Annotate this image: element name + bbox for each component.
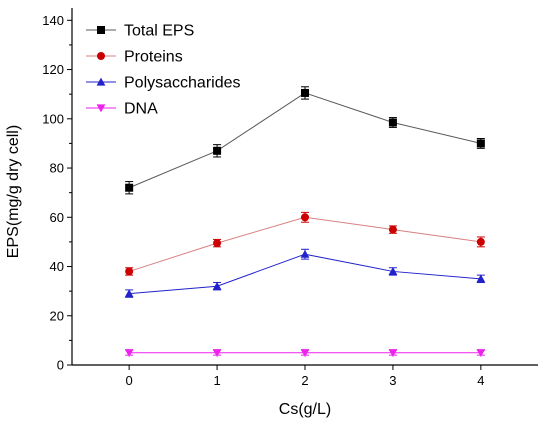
- y-tick-label: 120: [42, 62, 64, 77]
- data-point: [213, 239, 221, 247]
- legend-label: Proteins: [124, 49, 183, 66]
- data-point: [477, 238, 485, 246]
- data-point: [125, 267, 133, 275]
- legend-label: Total EPS: [124, 23, 194, 40]
- data-point: [389, 226, 397, 234]
- data-point: [389, 118, 397, 126]
- series-line-0: [129, 93, 481, 188]
- y-tick-label: 100: [42, 111, 64, 126]
- y-tick-label: 0: [57, 358, 64, 373]
- legend-label: Polysaccharides: [124, 75, 241, 92]
- series-line-1: [129, 217, 481, 271]
- data-point: [213, 147, 221, 155]
- legend-item-0: Total EPS: [86, 23, 194, 40]
- y-tick-label: 140: [42, 13, 64, 28]
- x-axis-title: Cs(g/L): [279, 401, 331, 418]
- y-tick-label: 80: [50, 161, 64, 176]
- series-line-2: [129, 254, 481, 293]
- legend-item-1: Proteins: [86, 49, 183, 66]
- legend-marker: [97, 52, 105, 60]
- data-point: [125, 184, 133, 192]
- plot-area: [125, 87, 485, 357]
- y-tick-label: 60: [50, 210, 64, 225]
- y-tick-label: 40: [50, 259, 64, 274]
- y-axis-title: EPS(mg/g dry cell): [5, 125, 22, 258]
- legend-marker: [97, 26, 105, 34]
- series-2: [125, 249, 485, 297]
- data-point: [301, 250, 310, 258]
- series-1: [125, 212, 485, 275]
- data-point: [301, 89, 309, 97]
- x-tick-label: 0: [126, 373, 133, 388]
- data-point: [301, 213, 309, 221]
- legend-label: DNA: [124, 101, 158, 118]
- x-tick-label: 2: [301, 373, 308, 388]
- x-tick-label: 4: [477, 373, 484, 388]
- axes: 0 20 40 60 80 100 120 140 0 1 2 3 4: [42, 8, 538, 388]
- y-tick-label: 20: [50, 308, 64, 323]
- legend: Total EPS Proteins Polysaccharides DNA: [86, 23, 241, 118]
- x-tick-label: 3: [389, 373, 396, 388]
- series-3: [125, 349, 485, 357]
- data-point: [477, 139, 485, 147]
- series-0: [125, 87, 485, 194]
- legend-item-2: Polysaccharides: [86, 75, 241, 92]
- legend-item-3: DNA: [86, 101, 158, 118]
- x-tick-label: 1: [213, 373, 220, 388]
